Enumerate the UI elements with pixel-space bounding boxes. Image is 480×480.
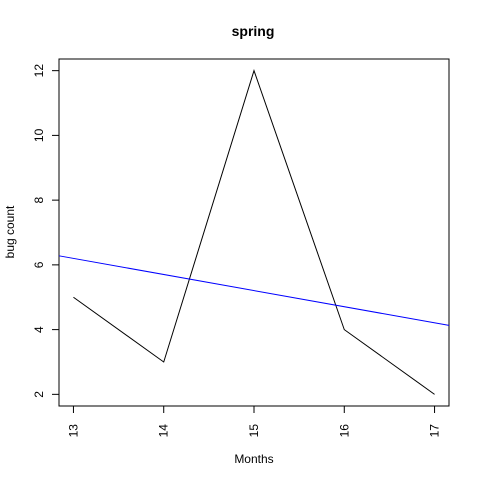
y-tick-label: 6 [32, 261, 46, 268]
y-tick-label: 10 [32, 128, 46, 142]
y-tick-label: 8 [32, 196, 46, 203]
y-axis: 2 4 6 8 10 12 [32, 64, 60, 398]
x-tick-label: 13 [66, 424, 80, 438]
series-line-1 [73, 69, 435, 395]
y-tick-label: 12 [32, 64, 46, 78]
x-tick-label: 16 [337, 424, 351, 438]
y-tick-label: 2 [32, 391, 46, 398]
x-tick-label: 14 [157, 424, 171, 438]
x-axis: 13 14 15 16 17 [66, 405, 442, 438]
x-tick-label: 17 [428, 424, 442, 438]
trend-line [58, 255, 450, 326]
plot-frame [58, 58, 450, 407]
chart-title: spring [232, 23, 275, 39]
x-tick-label: 15 [247, 424, 261, 438]
x-axis-label: Months [234, 452, 273, 466]
y-axis-label: bug count [3, 205, 17, 258]
series-layer [58, 69, 450, 395]
y-tick-label: 4 [32, 326, 46, 333]
